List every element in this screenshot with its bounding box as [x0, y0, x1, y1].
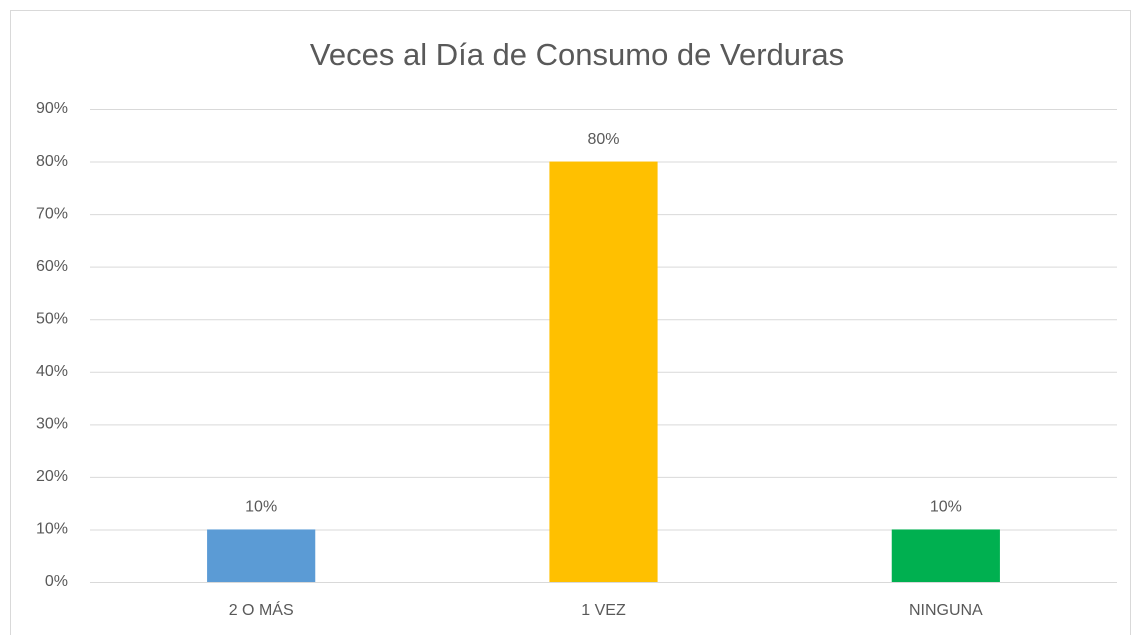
y-tick-label: 70%	[36, 205, 68, 222]
bar	[891, 529, 1000, 582]
value-label: 10%	[245, 499, 277, 516]
value-label: 10%	[930, 499, 962, 516]
bar	[207, 529, 316, 582]
y-tick-label: 50%	[36, 310, 68, 327]
y-tick-label: 60%	[36, 258, 68, 275]
x-tick-label: NINGUNA	[909, 602, 983, 619]
y-tick-label: 90%	[36, 100, 68, 117]
y-tick-label: 10%	[36, 521, 68, 538]
y-tick-label: 0%	[45, 573, 68, 590]
bar	[549, 161, 658, 583]
x-tick-label: 1 VEZ	[581, 602, 626, 619]
x-tick-label: 2 O MÁS	[229, 600, 294, 619]
y-tick-label: 30%	[36, 416, 68, 433]
value-label: 80%	[587, 131, 619, 148]
chart-title: Veces al Día de Consumo de Verduras	[310, 37, 844, 72]
y-tick-label: 20%	[36, 468, 68, 485]
y-tick-label: 40%	[36, 363, 68, 380]
y-tick-label: 80%	[36, 153, 68, 170]
